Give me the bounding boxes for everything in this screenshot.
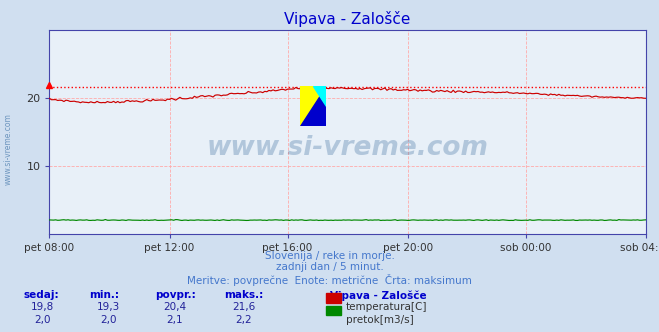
Text: 2,0: 2,0 bbox=[34, 315, 51, 325]
Text: 2,0: 2,0 bbox=[100, 315, 117, 325]
Text: Meritve: povprečne  Enote: metrične  Črta: maksimum: Meritve: povprečne Enote: metrične Črta:… bbox=[187, 274, 472, 286]
Polygon shape bbox=[300, 86, 326, 126]
Text: temperatura[C]: temperatura[C] bbox=[346, 302, 428, 312]
Text: 2,1: 2,1 bbox=[166, 315, 183, 325]
Text: zadnji dan / 5 minut.: zadnji dan / 5 minut. bbox=[275, 262, 384, 272]
Text: Vipava - Zalošče: Vipava - Zalošče bbox=[330, 290, 426, 301]
Text: pretok[m3/s]: pretok[m3/s] bbox=[346, 315, 414, 325]
Title: Vipava - Zalošče: Vipava - Zalošče bbox=[285, 11, 411, 27]
Text: www.si-vreme.com: www.si-vreme.com bbox=[207, 135, 488, 161]
Text: 19,3: 19,3 bbox=[97, 302, 121, 312]
Polygon shape bbox=[313, 86, 326, 106]
Text: 21,6: 21,6 bbox=[232, 302, 256, 312]
Text: sedaj:: sedaj: bbox=[23, 290, 59, 300]
Polygon shape bbox=[300, 86, 326, 126]
Text: maks.:: maks.: bbox=[224, 290, 264, 300]
Text: Slovenija / reke in morje.: Slovenija / reke in morje. bbox=[264, 251, 395, 261]
Text: 19,8: 19,8 bbox=[31, 302, 55, 312]
Text: www.si-vreme.com: www.si-vreme.com bbox=[3, 114, 13, 185]
Text: 20,4: 20,4 bbox=[163, 302, 186, 312]
Text: povpr.:: povpr.: bbox=[155, 290, 196, 300]
Text: min.:: min.: bbox=[89, 290, 119, 300]
Text: 2,2: 2,2 bbox=[235, 315, 252, 325]
